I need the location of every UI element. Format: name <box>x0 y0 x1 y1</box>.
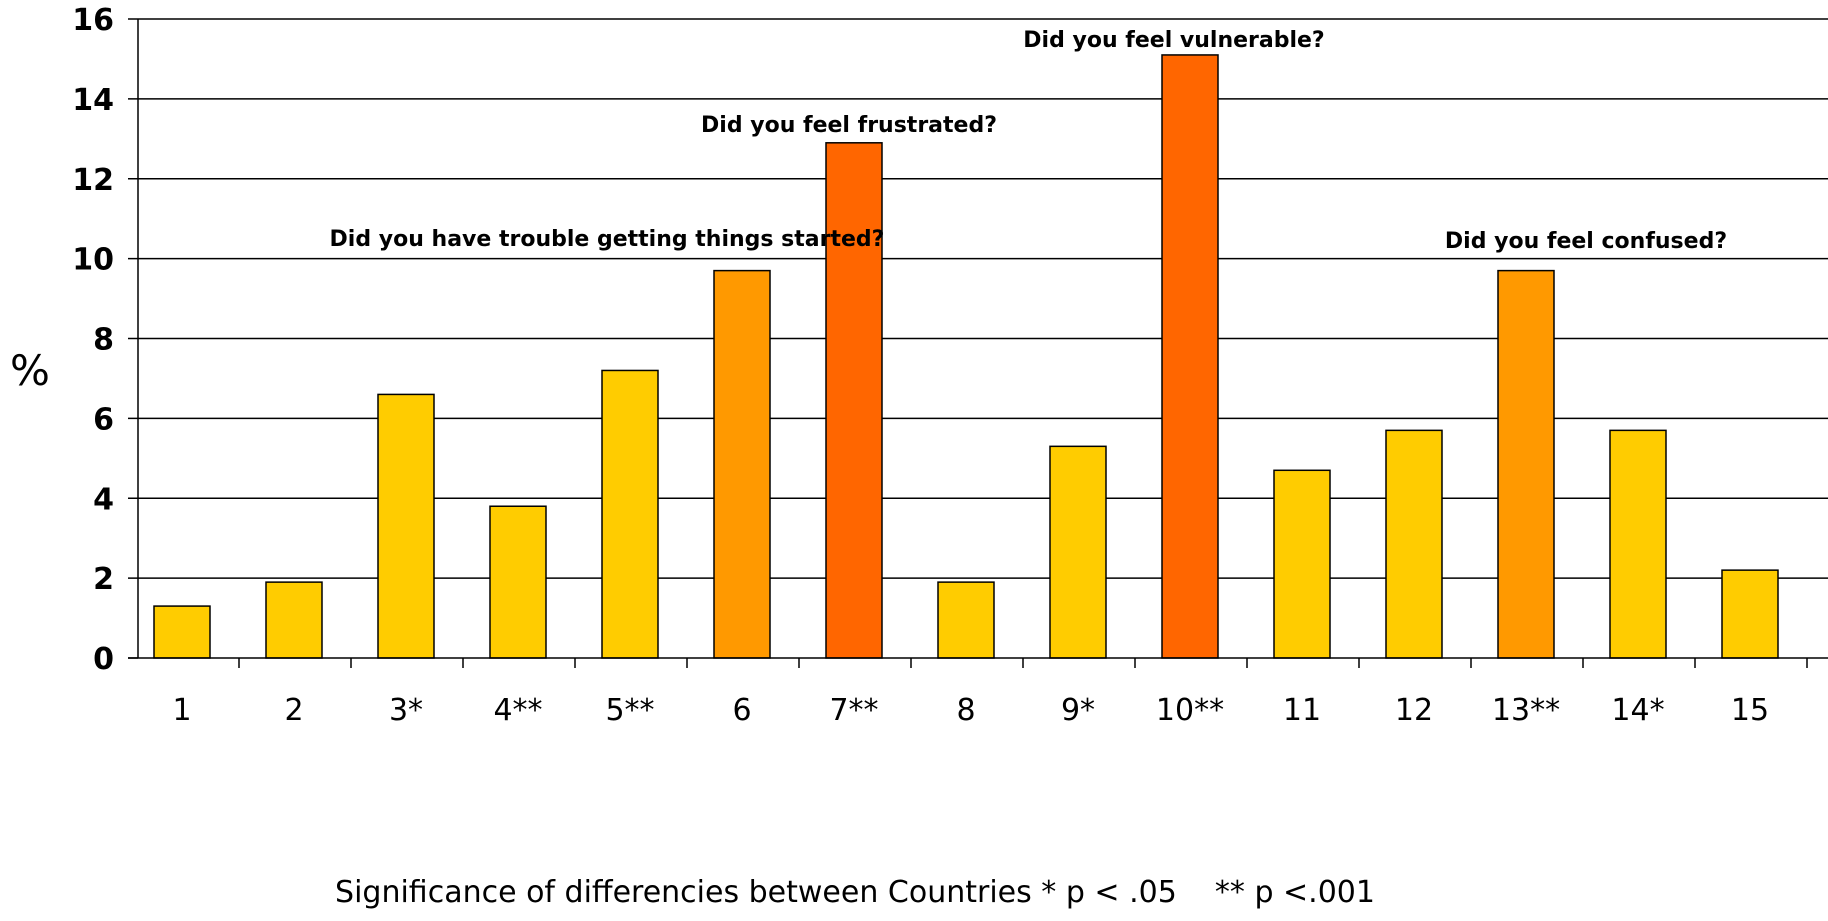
annotation-label: Did you feel confused? <box>1445 229 1727 254</box>
y-tick-label: 10 <box>72 243 114 278</box>
x-tick-labels: 1 2 3* 4** 5** 6 7** 8 9* 10** 11 12 13** 14* 15 <box>172 693 1769 728</box>
x-tick-label: 6 <box>732 693 751 728</box>
y-tick-label: 14 <box>72 83 114 118</box>
y-tick-label: 6 <box>93 402 114 437</box>
x-tick-label: 10** <box>1156 693 1224 728</box>
x-tick-label: 12 <box>1395 693 1433 728</box>
y-tick-label: 2 <box>93 562 114 597</box>
axes <box>128 19 1828 668</box>
annotations: Did you have trouble getting things star… <box>330 28 1728 254</box>
bar-13ss <box>1497 269 1555 659</box>
bar-6 <box>713 269 771 659</box>
bars <box>153 54 1779 659</box>
x-tick-label: 2 <box>284 693 303 728</box>
bar-4ss <box>489 505 547 659</box>
bar-1 <box>153 605 211 659</box>
x-tick-label: 5** <box>605 693 654 728</box>
y-tick-label: 4 <box>93 482 114 517</box>
y-axis-label: % <box>10 346 50 395</box>
annotation-label: Did you feel frustrated? <box>701 113 997 138</box>
bar-15 <box>1721 569 1779 659</box>
bar-9s <box>1049 445 1107 659</box>
bar-5ss <box>601 369 659 659</box>
x-tick-label: 1 <box>172 693 191 728</box>
x-tick-label: 4** <box>493 693 542 728</box>
y-tick-label: 16 <box>72 3 114 38</box>
bar-2 <box>265 581 323 659</box>
x-tick-label: 14* <box>1611 693 1664 728</box>
bar-11 <box>1273 469 1331 659</box>
y-tick-label: 12 <box>72 163 114 198</box>
bar-12 <box>1385 429 1443 659</box>
bar-10ss <box>1161 54 1219 659</box>
x-tick-label: 13** <box>1492 693 1560 728</box>
y-tick-labels: 0 2 4 6 8 10 12 14 16 <box>72 3 114 677</box>
annotation-label: Did you feel vulnerable? <box>1023 28 1324 53</box>
x-axis-label: Significance of differencies between Cou… <box>335 875 1375 910</box>
y-tick-label: 8 <box>93 323 114 358</box>
bar-14s <box>1609 429 1667 659</box>
x-tick-label: 11 <box>1283 693 1321 728</box>
bar-3s <box>377 393 435 659</box>
x-tick-label: 8 <box>956 693 975 728</box>
bar-7ss <box>825 142 883 659</box>
annotation-label: Did you have trouble getting things star… <box>330 227 885 252</box>
x-tick-label: 3* <box>389 693 423 728</box>
x-tick-label: 7** <box>829 693 878 728</box>
x-tick-label: 9* <box>1061 693 1095 728</box>
y-tick-label: 0 <box>93 642 114 677</box>
bar-8 <box>937 581 995 659</box>
x-tick-label: 15 <box>1731 693 1769 728</box>
